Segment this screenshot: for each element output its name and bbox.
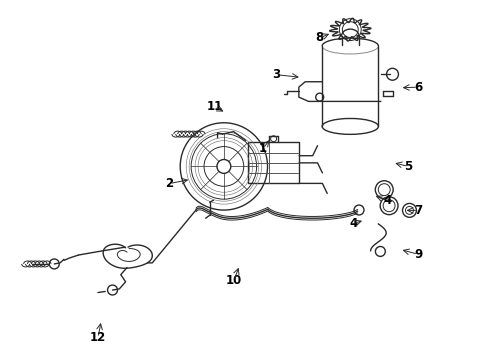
- Text: 12: 12: [90, 332, 106, 345]
- Text: 9: 9: [413, 248, 422, 261]
- Text: 3: 3: [271, 68, 280, 81]
- Text: 1: 1: [258, 142, 266, 155]
- Text: 6: 6: [413, 81, 422, 94]
- Text: 11: 11: [206, 100, 222, 113]
- Text: 4: 4: [383, 194, 391, 207]
- Text: 5: 5: [404, 160, 412, 173]
- Text: 10: 10: [225, 274, 242, 287]
- Text: 8: 8: [315, 31, 323, 44]
- Text: 7: 7: [413, 204, 422, 217]
- Text: 2: 2: [165, 177, 173, 190]
- Text: 4: 4: [348, 217, 357, 230]
